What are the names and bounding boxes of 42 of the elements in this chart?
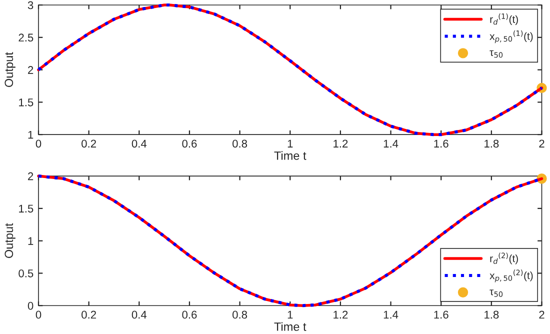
legend-label: x$_{p,50}$$^{(2)}$(t) bbox=[490, 270, 533, 282]
legend-label: r$_{d}$$^{(1)}$(t) bbox=[490, 13, 518, 26]
y-tick-label: 2 bbox=[28, 172, 34, 180]
x-tick-label: 1.4 bbox=[384, 310, 398, 319]
x-tick-label: 1 bbox=[288, 140, 293, 148]
legend-label: r$_{d}$$^{(2)}$(t) bbox=[490, 252, 518, 264]
x-tick-label: 1.6 bbox=[434, 310, 448, 319]
x-tick-label: 0.6 bbox=[182, 310, 197, 319]
x-tick-label: 0 bbox=[36, 310, 42, 319]
x-tick-label: 0.2 bbox=[82, 140, 96, 148]
y-tick-label: 0.5 bbox=[18, 269, 34, 278]
x-tick-label: 0.4 bbox=[132, 140, 147, 148]
x-tick-label: 1.2 bbox=[334, 140, 348, 148]
x-tick-label: 1 bbox=[288, 310, 293, 319]
y-axis-title: Output bbox=[4, 223, 16, 258]
legend-label: x$_{p,50}$$^{(1)}$(t) bbox=[490, 30, 533, 44]
x-tick-label: 2 bbox=[539, 310, 544, 319]
legend-label: τ$_{50}$ bbox=[490, 290, 503, 297]
y-tick-label: 1.5 bbox=[19, 204, 34, 213]
x-tick-label: 1.8 bbox=[484, 140, 499, 148]
x-tick-label: 1.8 bbox=[484, 310, 499, 319]
x-tick-label: 1.4 bbox=[384, 140, 398, 148]
x-tick-label: 0.4 bbox=[132, 310, 147, 319]
x-tick-label: 0.8 bbox=[232, 140, 248, 148]
x-tick-label: 2 bbox=[539, 140, 544, 148]
y-tick-label: 1 bbox=[28, 237, 34, 245]
x-tick-label: 0.6 bbox=[182, 140, 197, 148]
y-tick-label: 0 bbox=[28, 302, 34, 310]
x-tick-label: 0.8 bbox=[232, 310, 248, 319]
y-tick-label: 2 bbox=[28, 66, 34, 74]
x-tick-label: 1.2 bbox=[334, 310, 348, 319]
y-tick-label: 1 bbox=[28, 130, 34, 139]
x-tick-label: 0.2 bbox=[82, 310, 96, 319]
y-tick-label: 1.5 bbox=[19, 98, 34, 106]
x-tick-label: 0 bbox=[36, 140, 42, 148]
x-axis-title: Time t bbox=[274, 322, 306, 331]
legend-label: τ$_{50}$ bbox=[490, 50, 503, 58]
x-axis-title: Time t bbox=[274, 151, 306, 160]
y-axis-title: Output bbox=[4, 52, 16, 87]
y-tick-label: 3 bbox=[28, 1, 34, 10]
x-tick-label: 1.6 bbox=[434, 140, 448, 148]
y-tick-label: 2.5 bbox=[18, 34, 34, 42]
